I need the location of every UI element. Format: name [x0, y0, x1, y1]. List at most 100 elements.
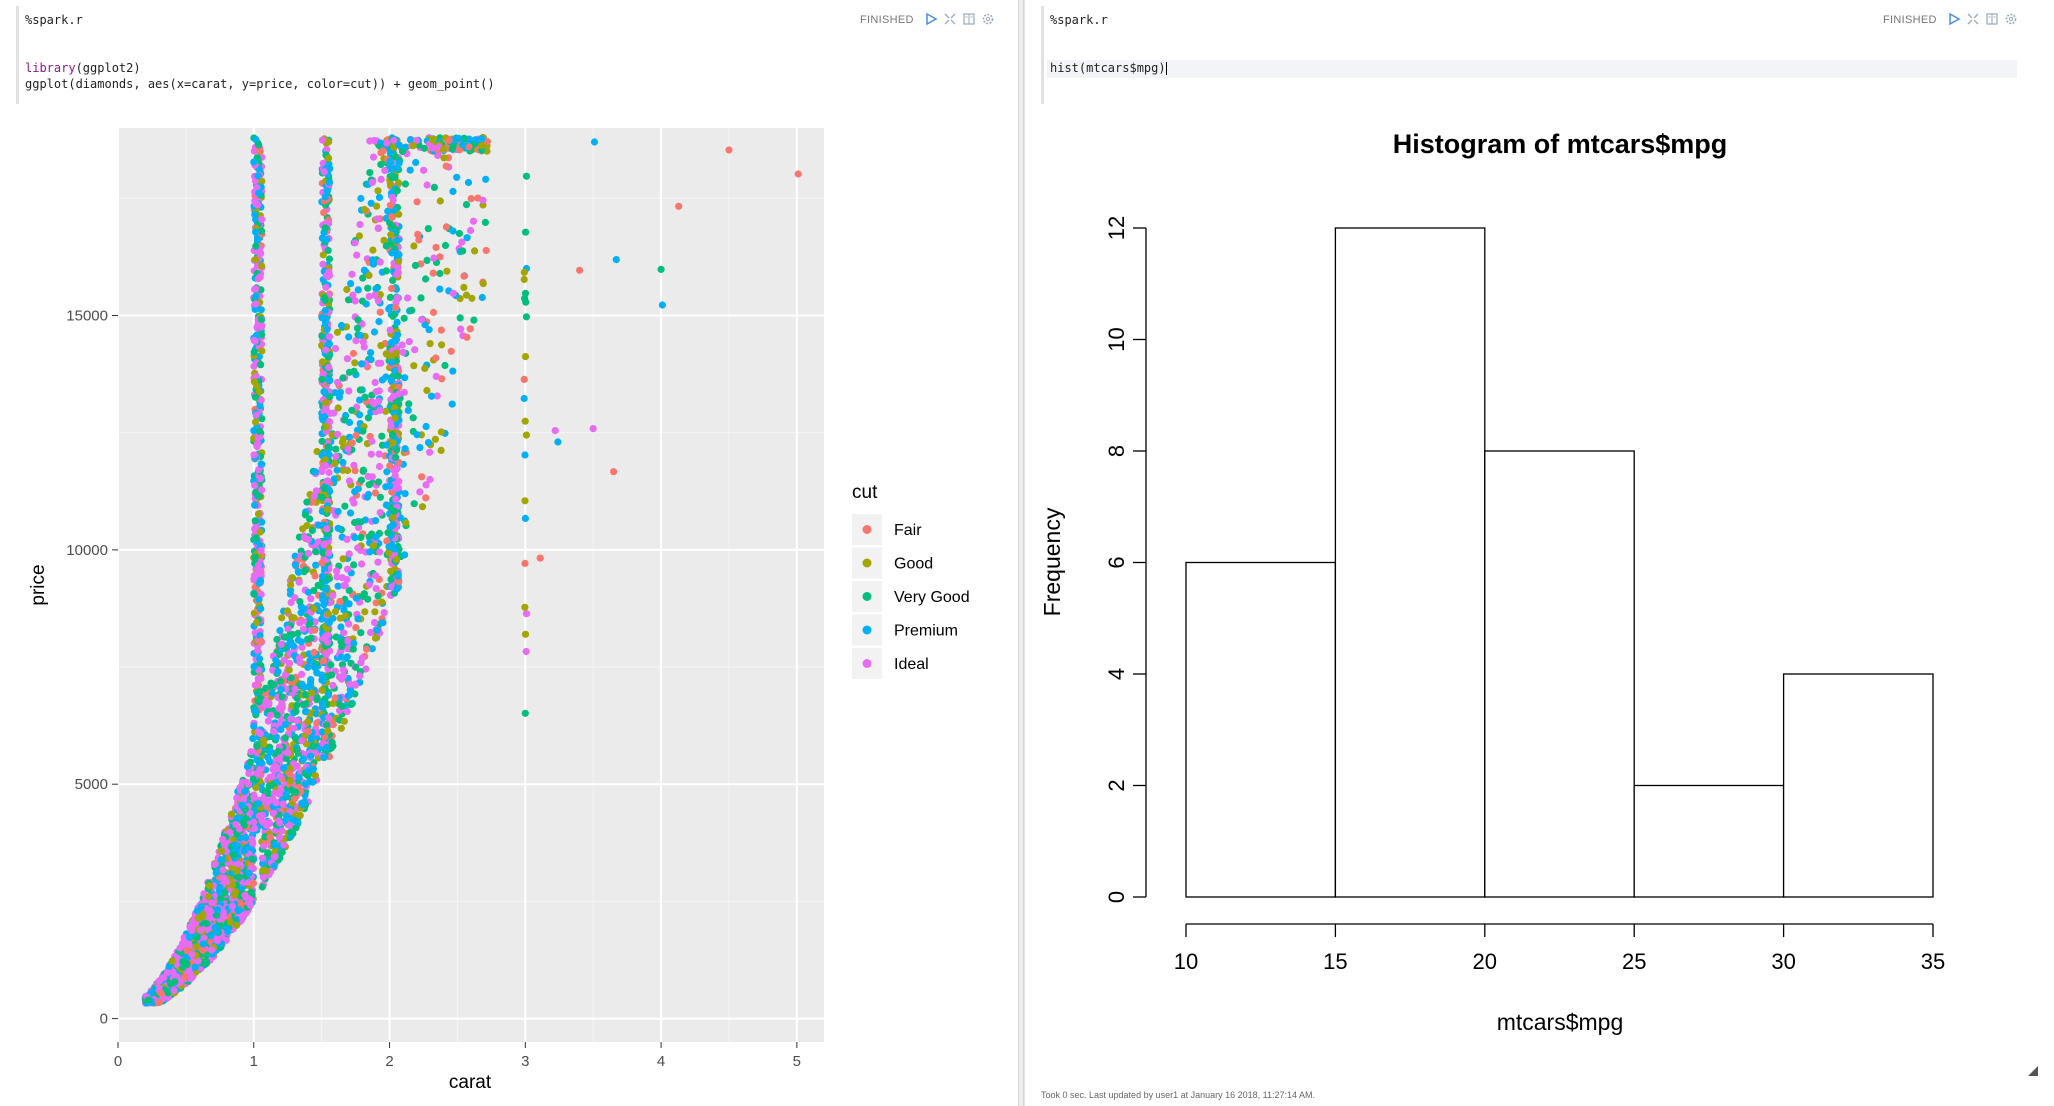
data-point	[522, 228, 530, 236]
data-point	[324, 714, 332, 722]
data-point	[320, 209, 328, 217]
book-icon[interactable]	[962, 12, 976, 26]
data-point	[405, 400, 413, 408]
data-point	[387, 567, 395, 575]
data-point	[311, 572, 319, 580]
data-point	[458, 238, 466, 246]
data-point	[249, 775, 257, 783]
data-point	[388, 193, 397, 201]
code-editor-right[interactable]: %spark.r hist(mtcars$mpg)	[1041, 6, 2029, 104]
data-point	[255, 698, 263, 706]
data-point	[359, 274, 367, 282]
code-line-1[interactable]: hist(mtcars$mpg)	[1050, 61, 1167, 75]
data-point	[391, 153, 399, 161]
data-point	[230, 851, 238, 859]
data-point	[521, 289, 530, 297]
data-point	[401, 374, 409, 382]
data-point	[331, 459, 339, 468]
data-point	[265, 790, 273, 798]
histogram-axes: 10 15 20 25 30 35 0 2 4 6 8 10 12	[1104, 216, 1945, 974]
data-point	[304, 588, 313, 596]
data-point	[252, 534, 260, 542]
data-point	[379, 619, 387, 627]
data-point	[394, 264, 402, 272]
data-point	[420, 166, 428, 174]
data-point	[394, 258, 402, 266]
expand-icon[interactable]	[1966, 12, 1980, 26]
legend: cut Fair Good Very Good Premium Ideal	[852, 482, 970, 679]
run-icon[interactable]	[924, 12, 938, 26]
data-point	[348, 439, 356, 447]
code-editor-left[interactable]: %spark.r library(ggplot2) ggplot(diamond…	[16, 6, 1004, 104]
data-point	[279, 800, 287, 808]
resize-handle-icon[interactable]	[2028, 1066, 2038, 1076]
data-point	[350, 561, 358, 569]
y-tick-label: 4	[1104, 668, 1129, 680]
data-point	[423, 256, 431, 264]
data-point	[325, 619, 333, 627]
gear-icon[interactable]	[2004, 12, 2018, 26]
data-point	[247, 888, 255, 896]
data-point	[323, 187, 331, 195]
data-point	[367, 356, 375, 364]
data-point	[576, 266, 584, 274]
legend-label: Fair	[894, 522, 922, 539]
data-point	[430, 183, 438, 191]
data-point	[345, 600, 353, 608]
data-point	[252, 784, 260, 792]
data-point	[375, 462, 384, 471]
data-point	[365, 292, 373, 301]
data-point	[267, 711, 275, 719]
data-point	[374, 397, 383, 405]
data-point	[360, 266, 368, 274]
data-point	[345, 586, 353, 594]
data-point	[278, 693, 286, 701]
data-point	[478, 141, 486, 150]
data-point	[353, 251, 361, 259]
run-icon[interactable]	[1947, 12, 1961, 26]
data-point	[227, 810, 236, 818]
data-point	[349, 349, 357, 358]
data-point	[257, 396, 265, 404]
histogram-bar	[1782, 673, 1934, 898]
data-point	[332, 453, 340, 461]
data-point	[285, 666, 293, 674]
data-point	[258, 486, 266, 494]
data-point	[348, 270, 356, 278]
data-point	[479, 280, 487, 288]
code-line-1[interactable]: library(ggplot2)	[25, 61, 141, 75]
data-point	[310, 587, 318, 595]
data-point	[356, 672, 364, 680]
data-point	[320, 754, 328, 762]
data-point	[287, 581, 295, 589]
paragraph-divider[interactable]	[1018, 0, 1024, 1106]
data-point	[294, 629, 302, 637]
data-point	[357, 629, 365, 637]
code-line-2[interactable]: ggplot(diamonds, aes(x=carat, y=price, c…	[25, 77, 495, 91]
data-point	[255, 189, 263, 197]
data-point	[253, 235, 262, 243]
data-point	[307, 752, 315, 760]
data-point	[338, 574, 346, 582]
data-point	[262, 684, 270, 692]
gear-icon[interactable]	[981, 12, 995, 26]
data-point	[351, 681, 359, 689]
data-point	[352, 337, 360, 345]
data-point	[356, 331, 365, 340]
data-point	[171, 978, 179, 986]
data-point	[471, 247, 479, 255]
book-icon[interactable]	[1985, 12, 1999, 26]
data-point	[393, 318, 401, 326]
data-point	[365, 271, 373, 279]
data-point	[395, 477, 403, 485]
data-point	[257, 764, 265, 772]
expand-icon[interactable]	[943, 12, 957, 26]
data-point	[386, 304, 394, 312]
data-point	[188, 973, 196, 981]
data-point	[287, 786, 295, 794]
data-point	[465, 143, 473, 151]
data-point	[326, 409, 334, 417]
data-point	[386, 523, 394, 531]
histogram-bar	[1633, 784, 1785, 898]
data-point	[313, 694, 321, 702]
